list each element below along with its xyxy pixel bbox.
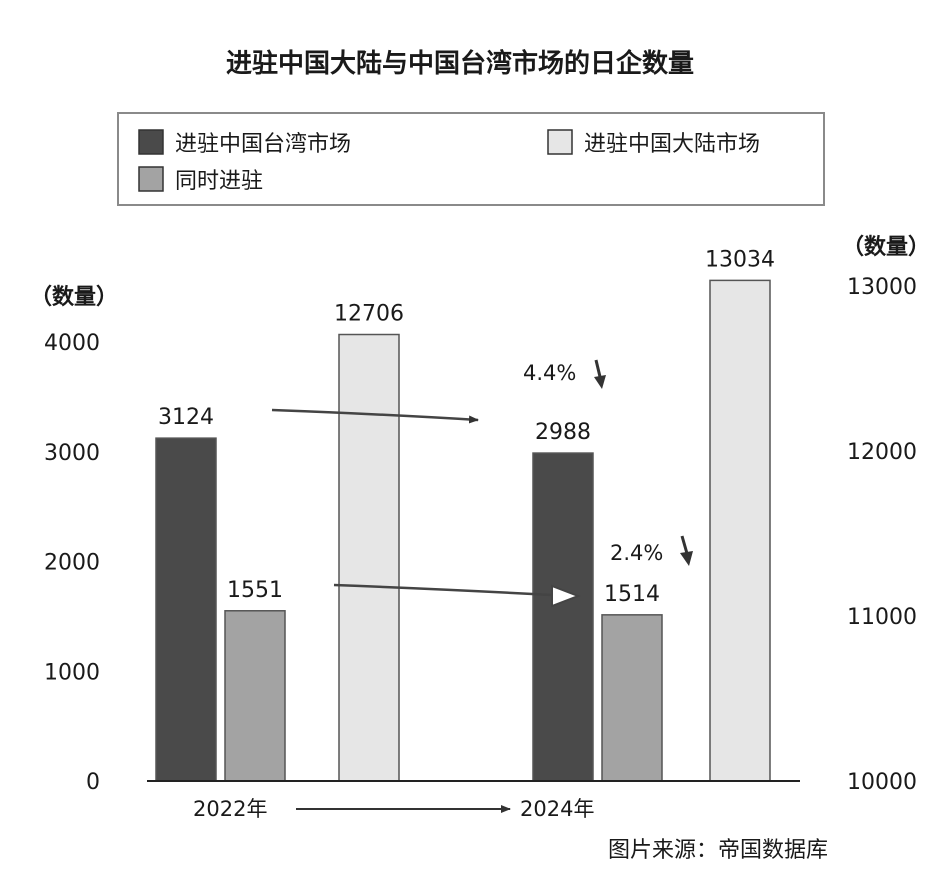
- left-tick-label: 0: [86, 770, 100, 795]
- bar-value-labels: 3124 2988 1551 1514 12706 13034: [158, 247, 775, 606]
- bar-taiwan-0: [155, 437, 217, 782]
- right-axis-ticks: 10000 11000 12000 13000: [847, 275, 917, 795]
- down-arrow-icon: [594, 375, 606, 389]
- right-axis-label: （数量）: [842, 234, 930, 260]
- legend-label: 同时进驻: [175, 169, 263, 194]
- trend-arrow-both: [333, 583, 553, 597]
- bar-value-label: 12706: [334, 302, 404, 327]
- left-tick-label: 3000: [44, 441, 100, 466]
- legend-label: 进驻中国大陆市场: [584, 132, 760, 157]
- annotation-taiwan-change: 4.4%: [523, 361, 576, 385]
- legend-swatch: [547, 129, 573, 155]
- left-axis-ticks: 0 1000 2000 3000 4000: [44, 331, 100, 795]
- annotation-both-change: 2.4%: [610, 541, 663, 565]
- bar-both-1: [601, 614, 663, 782]
- left-tick-label: 1000: [44, 660, 100, 685]
- left-axis-label: （数量）: [30, 284, 118, 310]
- left-tick-label: 2000: [44, 551, 100, 576]
- right-tick-label: 13000: [847, 275, 917, 300]
- bar-value-label: 1514: [604, 582, 660, 607]
- category-label-2022: 2022年: [193, 797, 267, 821]
- down-arrow-icon: [680, 551, 693, 566]
- bars: [155, 279, 771, 782]
- chart-title: 进驻中国大陆与中国台湾市场的日企数量: [226, 48, 694, 79]
- legend-swatch: [138, 129, 164, 155]
- category-label-2024: 2024年: [520, 797, 594, 821]
- bar-value-label: 13034: [705, 247, 775, 272]
- right-tick-label: 10000: [847, 770, 917, 795]
- legend-label: 进驻中国台湾市场: [175, 132, 351, 157]
- bar-taiwan-1: [532, 452, 594, 782]
- trend-arrow-both-head: [551, 584, 581, 608]
- left-tick-label: 4000: [44, 331, 100, 356]
- legend-box: [117, 112, 825, 206]
- legend-swatch: [138, 166, 164, 192]
- trend-arrow-taiwan: [271, 408, 479, 424]
- bar-both-0: [224, 610, 286, 782]
- source-credit: 图片来源：帝国数据库: [608, 838, 828, 863]
- bar-value-label: 1551: [227, 578, 283, 603]
- right-tick-label: 11000: [847, 605, 917, 630]
- bar-value-label: 2988: [535, 420, 591, 445]
- right-tick-label: 12000: [847, 440, 917, 465]
- bar-mainland-1: [709, 279, 771, 782]
- bar-value-label: 3124: [158, 405, 214, 430]
- bar-mainland-0: [338, 333, 400, 782]
